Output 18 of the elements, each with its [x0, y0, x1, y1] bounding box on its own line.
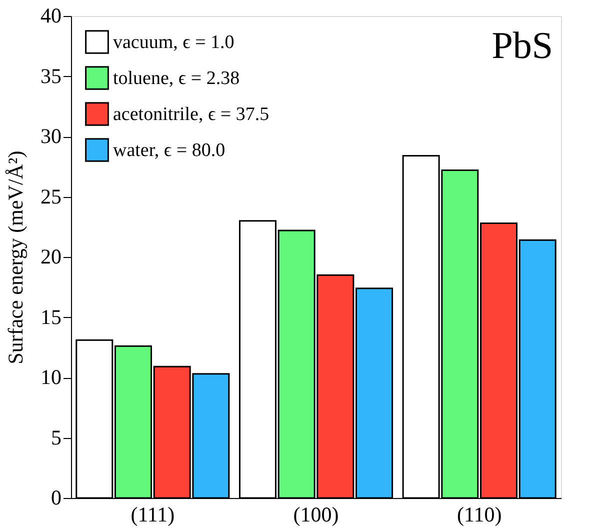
x-tick-label: (110)	[456, 502, 502, 526]
legend-label: vacuum, ϵ = 1.0	[113, 32, 234, 53]
x-tick-label: (111)	[130, 502, 175, 526]
y-tick-label: 5	[51, 425, 62, 450]
y-tick-label: 15	[40, 304, 62, 329]
y-axis-title: Surface energy (meV/Å²)	[4, 150, 28, 364]
y-tick-label: 20	[40, 244, 62, 268]
x-tick-label: (100)	[293, 502, 339, 526]
legend-label: acetonitrile, ϵ = 37.5	[113, 104, 270, 125]
y-tick-label: 0	[51, 486, 62, 510]
y-tick-label: 10	[40, 365, 62, 389]
y-tick-label: 40	[40, 4, 62, 28]
annotation: PbS	[492, 25, 553, 67]
y-tick-label: 35	[40, 64, 62, 88]
legend-label: water, ϵ = 80.0	[113, 140, 226, 161]
y-tick-label: 30	[40, 124, 62, 148]
y-tick-label: 25	[40, 184, 62, 208]
legend-label: toluene, ϵ = 2.38	[113, 68, 240, 89]
